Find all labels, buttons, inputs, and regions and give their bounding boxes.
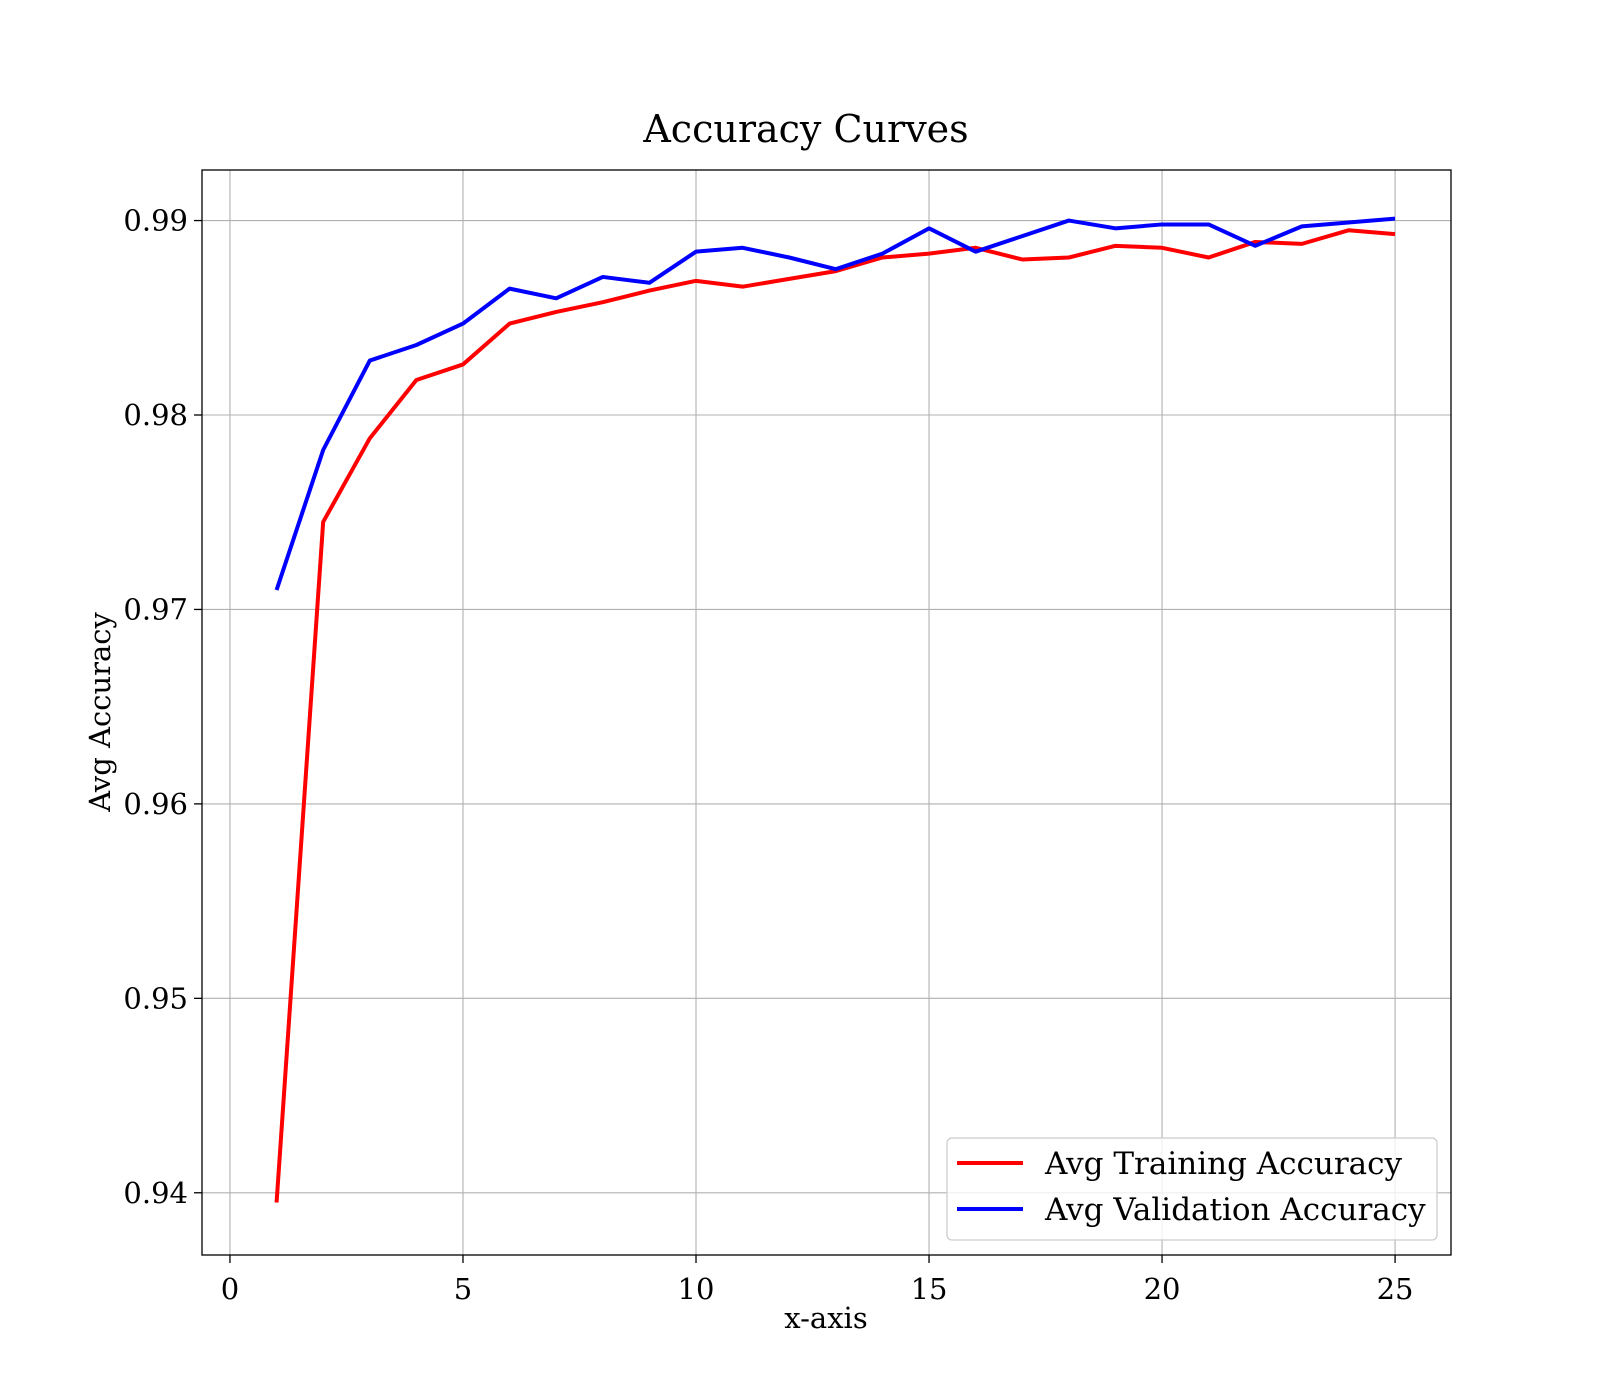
grid bbox=[202, 170, 1451, 1255]
legend-label-training: Avg Training Accuracy bbox=[1044, 1146, 1403, 1182]
x-tick-label: 0 bbox=[221, 1272, 239, 1306]
y-axis-ticks: 0.94 0.95 0.96 0.97 0.98 0.99 bbox=[123, 204, 202, 1210]
x-axis-ticks: 0 5 10 15 20 25 bbox=[221, 1255, 1414, 1306]
legend-label-validation: Avg Validation Accuracy bbox=[1044, 1192, 1426, 1228]
y-axis-title: Avg Accuracy bbox=[83, 611, 117, 812]
plot-frame bbox=[201, 169, 1452, 1256]
validation-accuracy-line bbox=[274, 216, 1396, 591]
legend-box bbox=[946, 1137, 1438, 1241]
y-tick-label: 0.97 bbox=[123, 592, 188, 626]
x-tick-label: 15 bbox=[911, 1272, 948, 1306]
y-tick-label: 0.99 bbox=[123, 204, 188, 238]
x-tick-label: 10 bbox=[678, 1272, 715, 1306]
x-tick-label: 5 bbox=[454, 1272, 472, 1306]
y-tick-label: 0.96 bbox=[123, 787, 188, 821]
y-tick-label: 0.95 bbox=[123, 981, 188, 1015]
chart-title: Accuracy Curves bbox=[642, 107, 968, 151]
x-tick-label: 25 bbox=[1377, 1272, 1414, 1306]
plot-area bbox=[202, 170, 1451, 1255]
legend: Avg Training Accuracy Avg Validation Acc… bbox=[946, 1137, 1438, 1241]
series-layer bbox=[274, 216, 1396, 1203]
x-tick-label: 20 bbox=[1144, 1272, 1181, 1306]
y-tick-label: 0.98 bbox=[123, 398, 188, 432]
y-tick-label: 0.94 bbox=[123, 1176, 188, 1210]
x-axis-title: x-axis bbox=[784, 1301, 867, 1335]
